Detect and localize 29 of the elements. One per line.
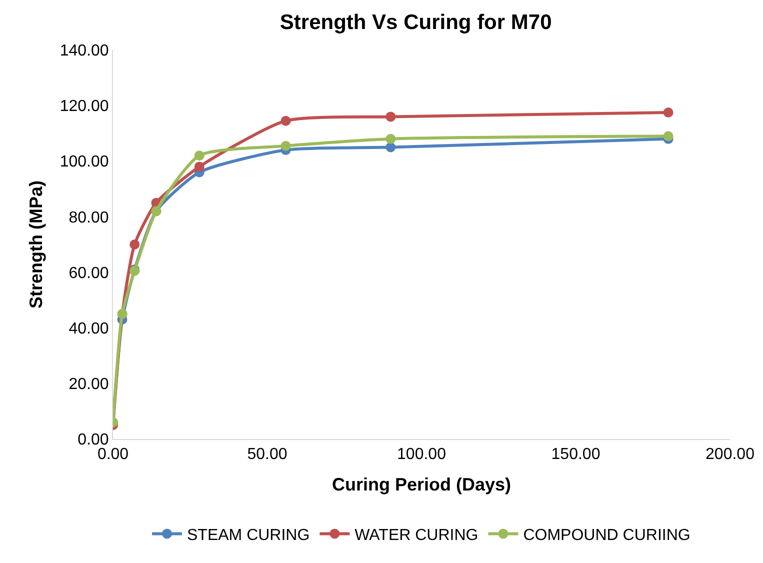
x-tick-label: 150.00 — [551, 446, 600, 464]
x-tick-label: 50.00 — [247, 446, 288, 464]
y-tick-label: 0.00 — [78, 432, 109, 449]
point — [386, 142, 396, 152]
point — [386, 134, 396, 144]
legend-label: WATER CURING — [354, 526, 478, 544]
point — [663, 131, 674, 142]
point — [280, 140, 291, 151]
point — [194, 162, 204, 172]
y-tick-label: 80.00 — [68, 209, 109, 226]
y-tick-label: 40.00 — [68, 320, 109, 338]
point — [386, 112, 396, 122]
y-tick-label: 120.00 — [60, 98, 109, 116]
chart-title: Strength Vs Curing for M70 — [280, 10, 552, 34]
point — [194, 150, 204, 161]
x-axis-title: Curing Period (Days) — [332, 474, 512, 494]
x-tick-label: 0.00 — [97, 446, 129, 464]
point — [280, 116, 291, 126]
legend-label: COMPOUND CURIING — [523, 526, 690, 544]
x-tick-label: 100.00 — [397, 446, 446, 464]
legend-label: STEAM CURING — [187, 526, 310, 544]
x-tick-label: 200.00 — [706, 446, 755, 464]
point — [663, 108, 674, 118]
y-tick-label: 60.00 — [68, 264, 109, 282]
y-axis-title: Strength (MPa) — [26, 180, 46, 308]
y-tick-label: 140.00 — [60, 42, 109, 60]
y-tick-label: 20.00 — [68, 376, 109, 394]
y-tick-label: 100.00 — [60, 154, 109, 171]
point — [130, 240, 140, 250]
